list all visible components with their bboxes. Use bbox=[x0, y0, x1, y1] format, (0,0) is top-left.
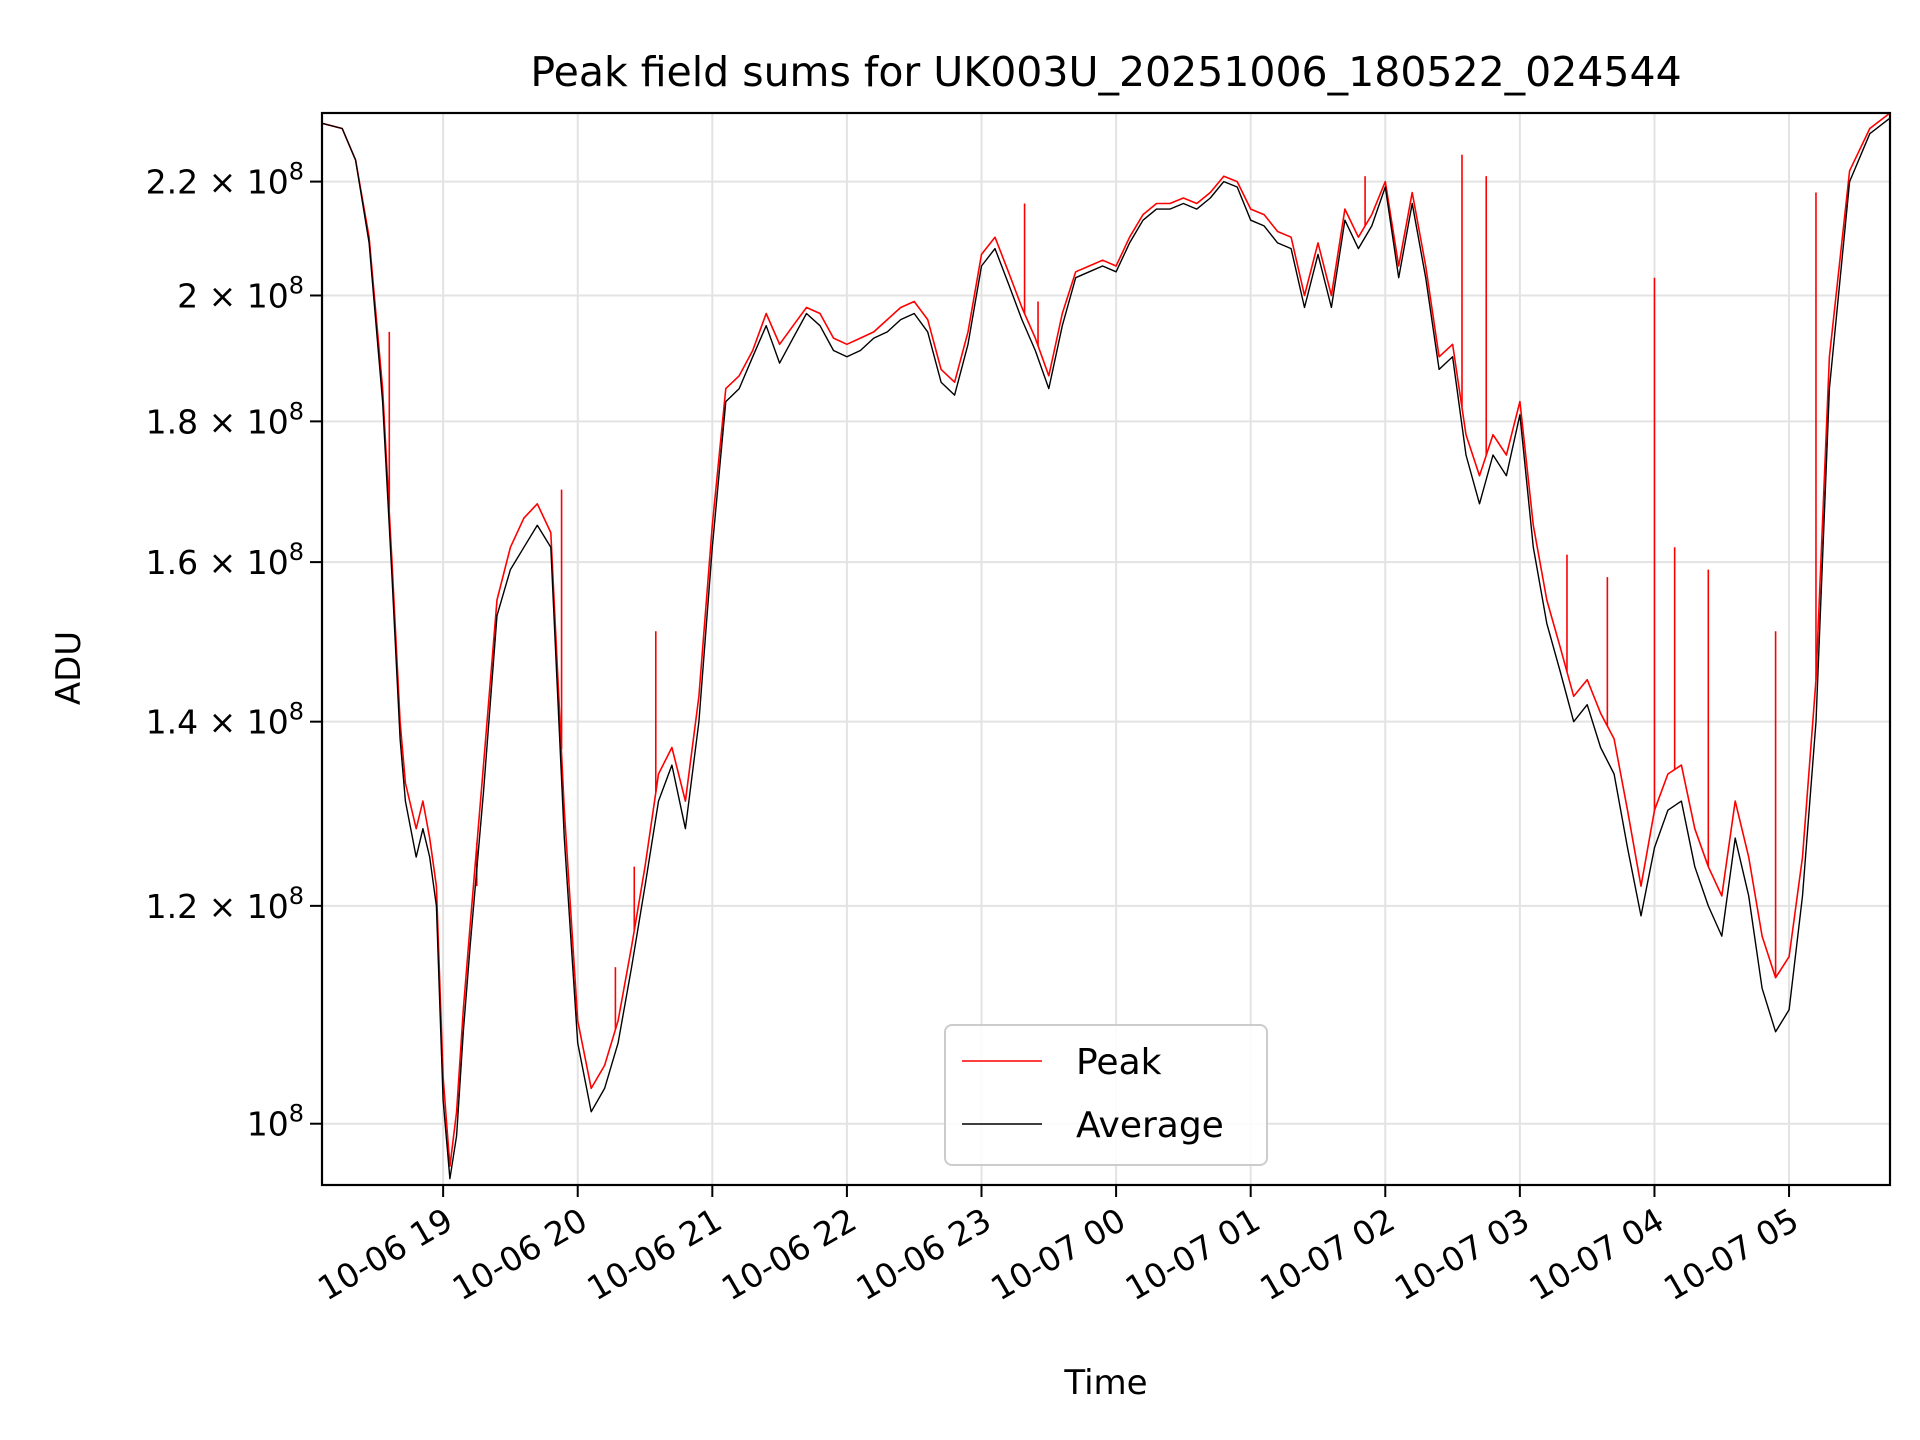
legend: Peak Average bbox=[944, 1024, 1268, 1166]
plot-frame bbox=[320, 111, 1892, 1187]
y-axis-label: ADU bbox=[49, 631, 89, 705]
series-peak bbox=[322, 113, 1890, 1168]
series-average bbox=[322, 117, 1890, 1180]
legend-label-peak: Peak bbox=[1076, 1042, 1162, 1083]
y-tick-label: 2 × 108 bbox=[177, 271, 304, 315]
y-axis: 108 1.2 × 108 1.4 × 108 1.6 × 108 1.8 × 108 2… bbox=[146, 158, 322, 1144]
y-tick-label: 1.4 × 108 bbox=[146, 698, 304, 742]
y-tick-label: 1.6 × 108 bbox=[146, 538, 304, 582]
x-axis-label: Time bbox=[1063, 1363, 1147, 1403]
series-line-peak bbox=[322, 113, 1890, 1168]
series-layer bbox=[322, 113, 1890, 1180]
y-tick-label: 1.2 × 108 bbox=[146, 882, 304, 926]
legend-label-average: Average bbox=[1076, 1105, 1224, 1146]
y-tick-label: 108 bbox=[247, 1100, 304, 1144]
legend-box bbox=[944, 1024, 1268, 1166]
y-tick-label: 2.2 × 108 bbox=[146, 158, 304, 202]
series-line-average bbox=[322, 117, 1890, 1180]
y-tick-label: 1.8 × 108 bbox=[146, 397, 304, 441]
chart-title: Peak field sums for UK003U_20251006_1805… bbox=[530, 48, 1681, 96]
